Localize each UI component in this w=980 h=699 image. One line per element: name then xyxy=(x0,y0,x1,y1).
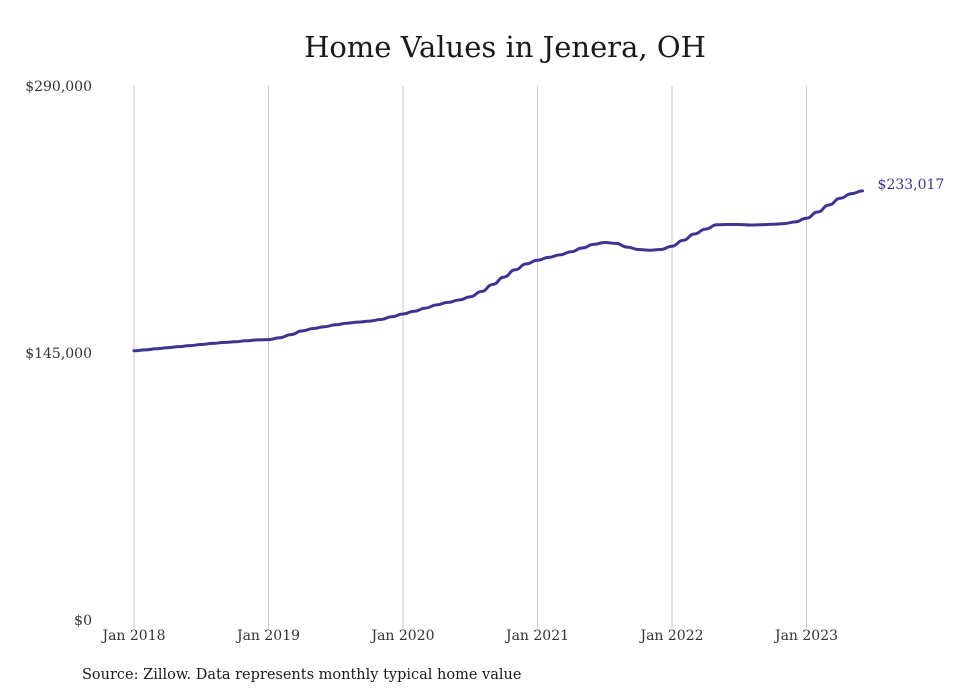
x-tick-label: Jan 2019 xyxy=(235,628,300,644)
x-tick-label: Jan 2023 xyxy=(773,628,838,644)
end-value-label: $233,017 xyxy=(878,177,945,193)
x-tick-label: Jan 2020 xyxy=(369,628,434,644)
y-tick-label: $0 xyxy=(74,613,92,629)
x-tick-label: Jan 2021 xyxy=(504,628,569,644)
chart-title: Home Values in Jenera, OH xyxy=(304,30,706,64)
gridlines xyxy=(133,86,807,628)
series-line xyxy=(132,189,864,353)
source-note: Source: Zillow. Data represents monthly … xyxy=(82,667,522,683)
y-tick-label: $290,000 xyxy=(25,79,92,95)
y-axis-ticks: $0 $145,000 $290,000 xyxy=(25,79,92,629)
x-tick-label: Jan 2022 xyxy=(638,628,703,644)
y-tick-label: $145,000 xyxy=(25,346,92,362)
x-axis-ticks: Jan 2018 Jan 2019 Jan 2020 Jan 2021 Jan 2022… xyxy=(100,628,838,644)
x-tick-label: Jan 2018 xyxy=(100,628,165,644)
